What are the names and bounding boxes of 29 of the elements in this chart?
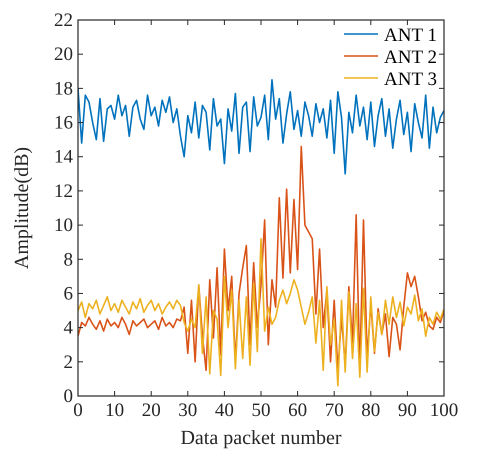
x-tick-label: 20 bbox=[142, 400, 161, 421]
x-tick-label: 80 bbox=[361, 400, 380, 421]
y-tick-label: 0 bbox=[64, 386, 73, 407]
x-tick-label: 40 bbox=[214, 400, 234, 421]
x-tick-label: 70 bbox=[324, 400, 344, 421]
y-tick-label: 4 bbox=[64, 318, 74, 339]
legend-label: ANT 2 bbox=[384, 47, 437, 68]
x-tick-label: 10 bbox=[105, 400, 124, 421]
line-series bbox=[78, 146, 444, 373]
y-tick-label: 20 bbox=[54, 44, 73, 66]
y-tick-label: 18 bbox=[54, 78, 73, 100]
y-axis-title: Amplitude(dB) bbox=[11, 146, 33, 270]
y-tick-label: 2 bbox=[64, 352, 73, 373]
y-tick-label: 8 bbox=[64, 249, 73, 270]
line-series bbox=[78, 238, 444, 387]
y-tick-label: 12 bbox=[54, 180, 73, 202]
y-tick-label: 14 bbox=[54, 146, 74, 168]
x-tick-label: 60 bbox=[288, 400, 308, 421]
y-tick-label: 22 bbox=[54, 10, 73, 31]
legend-label: ANT 3 bbox=[384, 69, 437, 90]
y-tick-label: 6 bbox=[64, 283, 73, 304]
y-tick-label: 16 bbox=[54, 112, 73, 134]
x-tick-label: 30 bbox=[178, 400, 198, 421]
x-tick-label: 100 bbox=[430, 400, 458, 421]
legend-label: ANT 1 bbox=[384, 25, 437, 46]
x-tick-label: 90 bbox=[398, 400, 417, 421]
x-axis-title: Data packet number bbox=[180, 427, 342, 449]
y-tick-label: 10 bbox=[54, 215, 73, 236]
x-tick-label: 50 bbox=[252, 400, 270, 421]
